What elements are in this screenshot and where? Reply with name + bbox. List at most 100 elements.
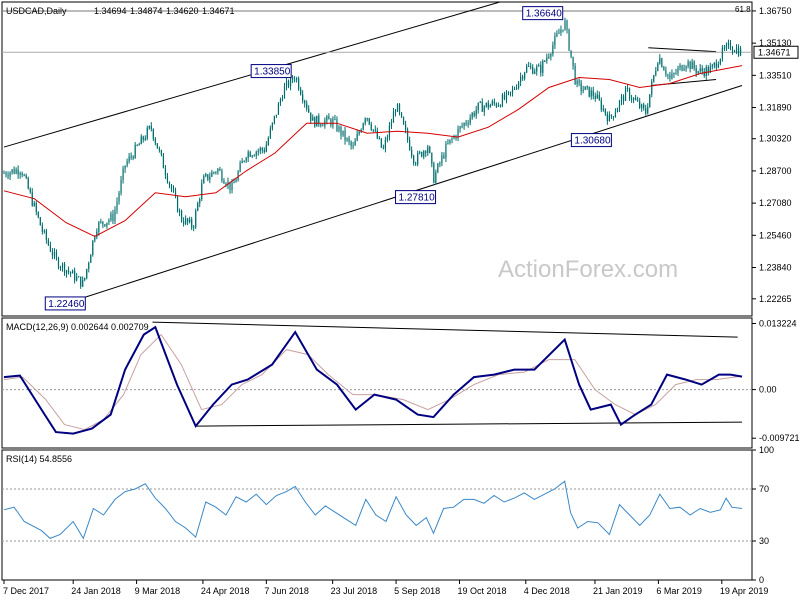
candle-body bbox=[411, 150, 413, 156]
macd-trendline bbox=[195, 421, 743, 427]
candle-body bbox=[602, 108, 604, 110]
candle-body bbox=[150, 126, 152, 129]
candle-body bbox=[441, 155, 443, 164]
candle-body bbox=[249, 152, 251, 157]
candle-body bbox=[582, 89, 584, 91]
candle-body bbox=[493, 101, 495, 104]
price-candles bbox=[3, 17, 742, 289]
price-y-axis: 1.36750 1.35130 1.33510 1.31890 1.30320 1.287… bbox=[752, 6, 799, 304]
candle-body bbox=[538, 65, 540, 67]
candle-body bbox=[497, 105, 500, 107]
candle-body bbox=[338, 126, 340, 131]
candle-body bbox=[199, 199, 201, 204]
y-tick-label: -0.009721 bbox=[759, 433, 800, 443]
y-tick-label: 1.33510 bbox=[759, 70, 792, 80]
candle-body bbox=[398, 104, 401, 113]
price-annotation-box bbox=[522, 6, 564, 21]
candle-body bbox=[100, 221, 102, 223]
candle-body bbox=[340, 126, 342, 136]
candle-body bbox=[647, 107, 649, 114]
y-tick-label: 1.28700 bbox=[759, 166, 792, 176]
candle-body bbox=[33, 202, 35, 206]
y-tick-label: 1.36750 bbox=[759, 6, 792, 16]
candle-body bbox=[336, 119, 338, 131]
x-tick-label: 24 Jan 2018 bbox=[71, 586, 121, 596]
candle-body bbox=[116, 201, 118, 211]
candle-body bbox=[354, 140, 356, 146]
candle-body bbox=[386, 137, 389, 140]
candle-body bbox=[546, 57, 548, 62]
candle-body bbox=[142, 136, 144, 140]
x-tick-label: 7 Dec 2017 bbox=[3, 586, 49, 596]
candle-body bbox=[82, 280, 84, 287]
macd-trendlines bbox=[152, 321, 743, 427]
price-annotation-box bbox=[44, 296, 86, 311]
candle-body bbox=[580, 82, 582, 91]
candle-body bbox=[443, 155, 445, 158]
candle-body bbox=[709, 66, 711, 73]
candle-body bbox=[170, 185, 173, 190]
candle-body bbox=[669, 75, 671, 79]
candle-body bbox=[584, 86, 586, 90]
candle-body bbox=[330, 119, 332, 126]
candle-body bbox=[261, 148, 263, 150]
candle-body bbox=[255, 151, 257, 156]
candle-body bbox=[104, 224, 106, 227]
candle-body bbox=[76, 276, 78, 281]
candle-body bbox=[35, 202, 37, 212]
candle-body bbox=[90, 254, 92, 263]
candle-body bbox=[306, 103, 308, 109]
candle-body bbox=[630, 98, 633, 100]
last-price-box bbox=[753, 45, 799, 59]
candle-body bbox=[182, 221, 185, 224]
candle-body bbox=[513, 88, 516, 90]
candle-body bbox=[13, 169, 15, 174]
price-annotation-label: 1.22460 bbox=[48, 299, 85, 310]
candle-body bbox=[695, 68, 697, 73]
candle-body bbox=[128, 156, 130, 162]
x-tick-label: 5 Sep 2018 bbox=[394, 586, 440, 596]
ohlc-close: 1.34671 bbox=[202, 6, 235, 16]
candle-body bbox=[174, 191, 177, 197]
candle-body bbox=[350, 141, 352, 147]
candle-body bbox=[138, 144, 140, 146]
candle-body bbox=[449, 139, 451, 144]
candle-body bbox=[691, 61, 693, 69]
candle-body bbox=[604, 108, 606, 115]
candle-body bbox=[590, 90, 592, 97]
price-title: USDCAD,Daily bbox=[6, 6, 67, 16]
candle-body bbox=[572, 56, 574, 66]
candle-body bbox=[622, 96, 625, 101]
candle-body bbox=[729, 42, 732, 50]
candle-body bbox=[267, 138, 269, 145]
candle-body bbox=[598, 94, 600, 100]
candle-body bbox=[536, 66, 538, 72]
candle-body bbox=[45, 230, 47, 240]
candle-body bbox=[719, 58, 721, 65]
candle-body bbox=[277, 103, 280, 115]
candle-body bbox=[689, 61, 691, 69]
candle-body bbox=[49, 244, 52, 252]
y-tick-label: 0.00 bbox=[759, 385, 777, 395]
candle-body bbox=[404, 124, 407, 130]
candle-body bbox=[195, 210, 197, 227]
candle-body bbox=[5, 173, 7, 176]
candle-body bbox=[328, 116, 330, 120]
candle-body bbox=[15, 169, 17, 174]
watermark-text: ActionForex.com bbox=[498, 256, 678, 283]
candle-body bbox=[683, 68, 685, 71]
candle-body bbox=[530, 66, 532, 68]
candle-body bbox=[697, 71, 699, 73]
rsi-panel-frame bbox=[1, 449, 753, 581]
candle-body bbox=[362, 123, 364, 130]
candle-body bbox=[279, 99, 282, 104]
x-tick-label: 23 Jul 2018 bbox=[331, 586, 378, 596]
candle-body bbox=[352, 145, 354, 147]
candle-body bbox=[94, 237, 96, 241]
candle-body bbox=[178, 211, 181, 213]
candle-body bbox=[110, 213, 112, 220]
candle-body bbox=[7, 175, 9, 177]
candle-body bbox=[370, 124, 372, 130]
candle-body bbox=[481, 101, 483, 112]
candle-body bbox=[671, 73, 673, 79]
